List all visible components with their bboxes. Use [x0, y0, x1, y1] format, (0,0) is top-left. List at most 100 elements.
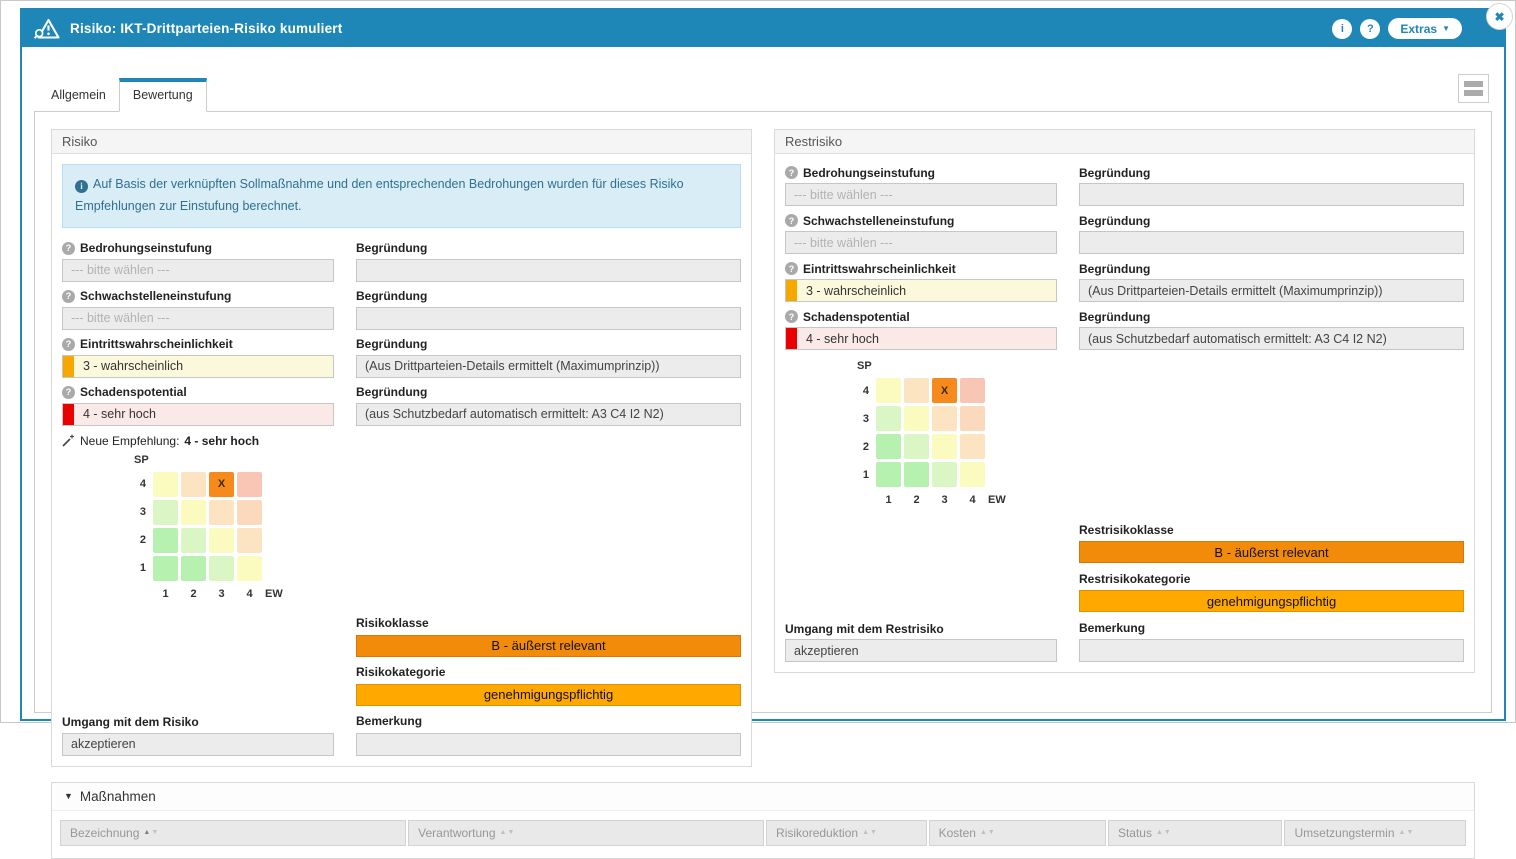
help-icon[interactable]: ? — [785, 166, 798, 179]
restrisikoklasse-label: Restrisikoklasse — [1079, 521, 1464, 538]
app-background: Risiko: IKT-Drittparteien-Risiko kumulie… — [0, 0, 1516, 723]
eintritt-select[interactable]: 3 - wahrscheinlich — [785, 279, 1057, 302]
risikokategorie-label: Risikokategorie — [356, 664, 741, 681]
matrix-cell[interactable]: X — [209, 472, 234, 497]
tab-bewertung[interactable]: Bewertung — [119, 78, 207, 112]
umgang-label: Umgang mit dem Risiko — [62, 714, 334, 731]
eintritt-value: 3 - wahrscheinlich — [74, 359, 192, 373]
risikokategorie-bar: genehmigungspflichtig — [356, 684, 741, 706]
eintritt-begruendung-input[interactable]: (Aus Drittparteien-Details ermittelt (Ma… — [1079, 279, 1464, 302]
matrix-cell[interactable] — [876, 434, 901, 459]
matrix-cell[interactable] — [153, 500, 178, 525]
column-header-bezeichnung[interactable]: Bezeichnung ▲▼ — [60, 820, 406, 846]
risk-warning-search-icon — [34, 17, 60, 41]
schwachstellen-select[interactable]: --- bitte wählen --- — [785, 231, 1057, 254]
matrix-col-label: 2 — [904, 490, 929, 506]
extras-button[interactable]: Extras ▼ — [1388, 18, 1462, 39]
matrix-cell[interactable] — [209, 556, 234, 581]
schaden-select[interactable]: 4 - sehr hoch — [785, 327, 1057, 350]
help-icon[interactable]: ? — [785, 310, 798, 323]
matrix-cell[interactable] — [960, 434, 985, 459]
bedrohung-select[interactable]: --- bitte wählen --- — [62, 259, 334, 282]
bedrohung-begruendung-input[interactable] — [356, 259, 741, 282]
matrix-cell[interactable] — [181, 528, 206, 553]
eintritt-select[interactable]: 3 - wahrscheinlich — [62, 355, 334, 378]
matrix-cell[interactable] — [153, 528, 178, 553]
column-header-status[interactable]: Status ▲▼ — [1108, 820, 1283, 846]
help-icon[interactable]: ? — [62, 290, 75, 303]
matrix-cell[interactable] — [904, 434, 929, 459]
schwachstellen-begruendung-input[interactable] — [1079, 231, 1464, 254]
matrix-cell[interactable] — [181, 500, 206, 525]
matrix-cell[interactable] — [932, 406, 957, 431]
sort-icons: ▲▼ — [1399, 829, 1415, 836]
help-icon[interactable]: ? — [785, 262, 798, 275]
matrix-cell[interactable] — [209, 500, 234, 525]
help-icon[interactable]: ? — [62, 386, 75, 399]
schwachstellen-select[interactable]: --- bitte wählen --- — [62, 307, 334, 330]
matrix-col-label: 4 — [237, 584, 262, 600]
info-icon: i — [1341, 23, 1344, 35]
umgang-select[interactable]: akzeptieren — [785, 639, 1057, 662]
matrix-cell[interactable] — [237, 556, 262, 581]
help-button[interactable]: ? — [1360, 19, 1380, 39]
eintritt-begruendung-input[interactable]: (Aus Drittparteien-Details ermittelt (Ma… — [356, 355, 741, 378]
column-header-risikoreduktion[interactable]: Risikoreduktion ▲▼ — [766, 820, 927, 846]
schaden-begruendung-input[interactable]: (aus Schutzbedarf automatisch ermittelt:… — [356, 403, 741, 426]
column-header-kosten[interactable]: Kosten ▲▼ — [929, 820, 1106, 846]
wand-icon[interactable] — [62, 434, 75, 447]
info-button[interactable]: i — [1332, 19, 1352, 39]
matrix-cell[interactable] — [932, 434, 957, 459]
matrix-row-label: 1 — [132, 562, 150, 574]
bedrohung-select[interactable]: --- bitte wählen --- — [785, 183, 1057, 206]
select-placeholder: --- bitte wählen --- — [71, 263, 170, 277]
matrix-row-label: 4 — [132, 478, 150, 490]
matrix-cell[interactable] — [876, 462, 901, 487]
severity-stripe — [786, 280, 797, 301]
umgang-select[interactable]: akzeptieren — [62, 733, 334, 756]
matrix-cell[interactable] — [181, 472, 206, 497]
massnahmen-collapse-header[interactable]: ▼ Maßnahmen — [52, 783, 1474, 811]
schaden-value: 4 - sehr hoch — [74, 407, 165, 421]
chevron-down-icon: ▼ — [64, 791, 73, 801]
matrix-cell[interactable] — [960, 462, 985, 487]
column-header-umsetzungstermin[interactable]: Umsetzungstermin ▲▼ — [1284, 820, 1466, 846]
bedrohung-label: Bedrohungseinstufung — [80, 241, 212, 255]
matrix-cell[interactable] — [209, 528, 234, 553]
bemerkung-input[interactable] — [356, 733, 741, 756]
help-icon[interactable]: ? — [62, 338, 75, 351]
matrix-cell[interactable] — [876, 406, 901, 431]
matrix-cell[interactable] — [181, 556, 206, 581]
matrix-cell[interactable] — [153, 556, 178, 581]
matrix-cell[interactable] — [153, 472, 178, 497]
schwachstellen-begruendung-input[interactable] — [356, 307, 741, 330]
matrix-cell[interactable] — [876, 378, 901, 403]
matrix-row-label: 4 — [855, 385, 873, 397]
matrix-cell[interactable] — [960, 378, 985, 403]
risk-matrix: SP4X3211234EW — [132, 454, 295, 600]
schaden-begruendung-input[interactable]: (aus Schutzbedarf automatisch ermittelt:… — [1079, 327, 1464, 350]
risiko-info-alert: iAuf Basis der verknüpften Sollmaßnahme … — [62, 164, 741, 228]
matrix-cell[interactable] — [904, 462, 929, 487]
bemerkung-label: Bemerkung — [356, 713, 741, 730]
bewertung-tab-content: Risiko iAuf Basis der verknüpften Sollma… — [34, 111, 1492, 713]
matrix-cell[interactable] — [932, 462, 957, 487]
column-header-verantwortung[interactable]: Verantwortung ▲▼ — [408, 820, 764, 846]
matrix-cell[interactable] — [904, 406, 929, 431]
tab-allgemein[interactable]: Allgemein — [38, 79, 119, 111]
tab-bar: Allgemein Bewertung — [38, 76, 1504, 111]
matrix-cell[interactable] — [904, 378, 929, 403]
bemerkung-input[interactable] — [1079, 639, 1464, 662]
matrix-row-label: 3 — [855, 413, 873, 425]
matrix-cell[interactable] — [237, 528, 262, 553]
help-icon[interactable]: ? — [785, 214, 798, 227]
matrix-cell[interactable] — [237, 500, 262, 525]
matrix-cell[interactable]: X — [932, 378, 957, 403]
schwachstellen-label: Schwachstelleneinstufung — [803, 214, 954, 228]
schaden-select[interactable]: 4 - sehr hoch — [62, 403, 334, 426]
close-button[interactable]: ✖ — [1486, 3, 1513, 30]
bedrohung-begruendung-input[interactable] — [1079, 183, 1464, 206]
matrix-cell[interactable] — [960, 406, 985, 431]
matrix-cell[interactable] — [237, 472, 262, 497]
help-icon[interactable]: ? — [62, 242, 75, 255]
